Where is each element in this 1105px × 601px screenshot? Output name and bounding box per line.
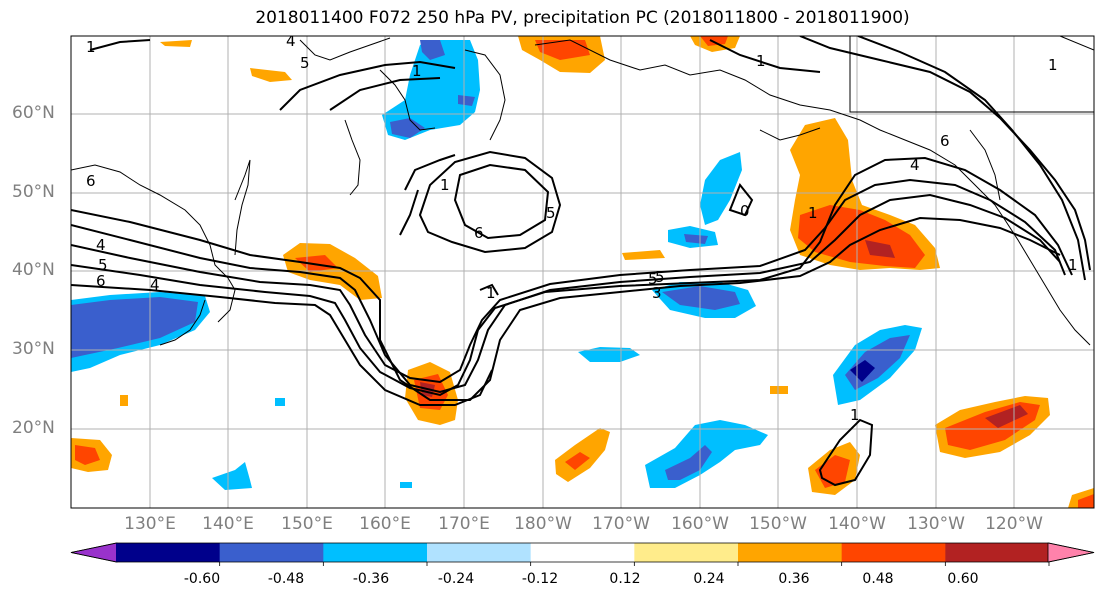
contour-label: 5 [655, 268, 665, 286]
lon-label: 130°E [124, 514, 176, 534]
lat-label: 30°N [12, 339, 55, 359]
colorbar [70, 542, 1095, 563]
lat-label: 40°N [12, 260, 55, 280]
colorbar-segment [323, 543, 428, 562]
colorbar-tick-label: 0.24 [693, 571, 725, 587]
colorbar-tick-label: 0.60 [947, 571, 979, 587]
contour-labels: 1 4 5 1 1 5 6 1 5 6 4 5 6 4 1 1 5 3 0 1 … [86, 32, 1078, 424]
colorbar-tick-label: -0.36 [352, 571, 390, 587]
colorbar-segment [530, 543, 635, 562]
colorbar-tick-label: -0.60 [183, 571, 221, 587]
colorbar-tick-label: -0.12 [521, 571, 559, 587]
colorbar-segment [738, 543, 843, 562]
map-title: 2018011400 F072 250 hPa PV, precipitatio… [255, 8, 910, 28]
lon-label: 160°W [671, 514, 729, 534]
colorbar-tick-label: 0.48 [862, 571, 894, 587]
colorbar-tick-label: 0.36 [778, 571, 810, 587]
lat-label: 20°N [12, 418, 55, 438]
colorbar-ticks [219, 562, 1050, 566]
contour-label: 1 [1068, 256, 1078, 274]
contour-label: 1 [756, 52, 766, 70]
lat-label: 50°N [12, 182, 55, 202]
lon-label: 150°E [281, 514, 333, 534]
colorbar-outline [70, 542, 1095, 563]
contour-label: 1 [412, 62, 422, 80]
contour-label: 5 [648, 270, 658, 288]
contour-label: 4 [96, 236, 106, 254]
contour-label: 4 [286, 32, 296, 50]
colorbar-tick-label: -0.24 [437, 571, 475, 587]
colorbar-tick-label: 0.12 [609, 571, 641, 587]
contour-label: 5 [98, 256, 108, 274]
contour-label: 4 [910, 156, 920, 174]
colorbar-segment [945, 543, 1050, 562]
map-area: 1 4 5 1 1 5 6 1 5 6 4 5 6 4 1 1 5 3 0 1 … [71, 32, 1094, 508]
precip-negative-shading [71, 40, 922, 490]
lon-label: 130°W [907, 514, 965, 534]
lon-label: 170°E [438, 514, 490, 534]
contour-label: 0 [740, 202, 750, 220]
contour-label: 1 [850, 406, 860, 424]
lon-label: 170°W [592, 514, 650, 534]
graticule-lines [71, 36, 1094, 508]
colorbar-segment [427, 543, 532, 562]
colorbar-tick-label: -0.48 [267, 571, 305, 587]
contour-label: 6 [96, 272, 106, 290]
lon-label: 150°W [749, 514, 807, 534]
lat-label: 60°N [12, 103, 55, 123]
contour-label: 6 [86, 172, 96, 190]
contour-label: 1 [486, 284, 496, 302]
contour-label: 5 [546, 204, 556, 222]
contour-label: 4 [150, 276, 160, 294]
colorbar-extend-high [1047, 542, 1095, 563]
contour-label: 6 [474, 224, 484, 242]
lon-label: 120°W [985, 514, 1043, 534]
contour-label: 1 [440, 176, 450, 194]
pv-contours [71, 36, 1091, 487]
colorbar-segment [841, 543, 946, 562]
colorbar-segment [634, 543, 739, 562]
contour-label: 1 [1048, 56, 1058, 74]
contour-label: 3 [652, 284, 662, 302]
contour-label: 1 [808, 204, 818, 222]
lon-label: 180°W [514, 514, 572, 534]
contour-label: 1 [86, 38, 96, 56]
lon-label: 160°E [359, 514, 411, 534]
colorbar-segment [219, 543, 324, 562]
colorbar-segment [116, 543, 221, 562]
colorbar-extend-low [70, 542, 118, 563]
lon-label: 140°E [202, 514, 254, 534]
contour-label: 5 [300, 54, 310, 72]
lon-label: 140°W [828, 514, 886, 534]
contour-label: 6 [940, 132, 950, 150]
map-frame [70, 35, 1095, 509]
